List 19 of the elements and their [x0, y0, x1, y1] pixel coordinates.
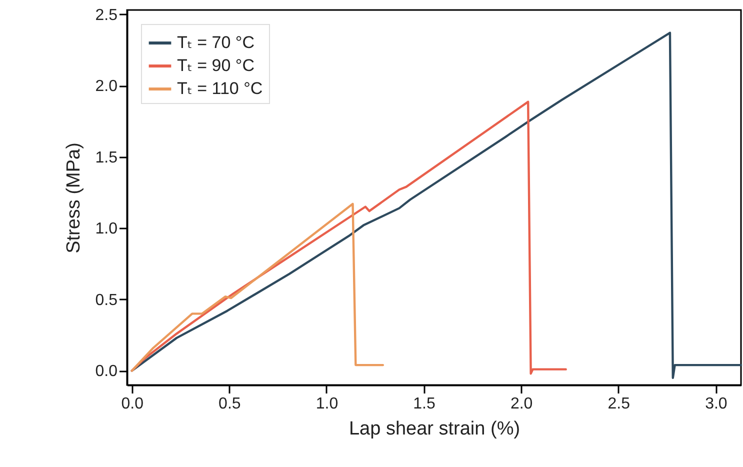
- x-tick-label: 1.0: [316, 396, 338, 412]
- y-tick-label: 2.0: [95, 78, 118, 96]
- y-tick-label: 1.0: [95, 220, 118, 238]
- x-tick-label: 1.5: [413, 396, 436, 412]
- legend-label: Tₜ = 110 °C: [177, 79, 263, 98]
- y-tick-label: 1.5: [95, 149, 118, 166]
- legend-label: Tₜ = 70 °C: [177, 33, 254, 52]
- y-axis-title: Stress (MPa): [63, 142, 84, 254]
- x-tick-label: 0.0: [121, 396, 144, 412]
- x-tick-label: 0.5: [218, 396, 241, 412]
- x-tick-label: 2.5: [608, 396, 630, 412]
- y-tick-label: 0.0: [95, 363, 118, 380]
- y-tick-label: 0.5: [95, 292, 118, 309]
- legend-label: Tₜ = 90 °C: [177, 56, 254, 75]
- x-tick-label: 3.0: [705, 396, 728, 412]
- x-tick-label: 2.0: [510, 396, 533, 412]
- y-tick-label: 2.5: [95, 6, 118, 24]
- line-series: [130, 202, 384, 372]
- x-axis-title: Lap shear strain (%): [348, 418, 520, 440]
